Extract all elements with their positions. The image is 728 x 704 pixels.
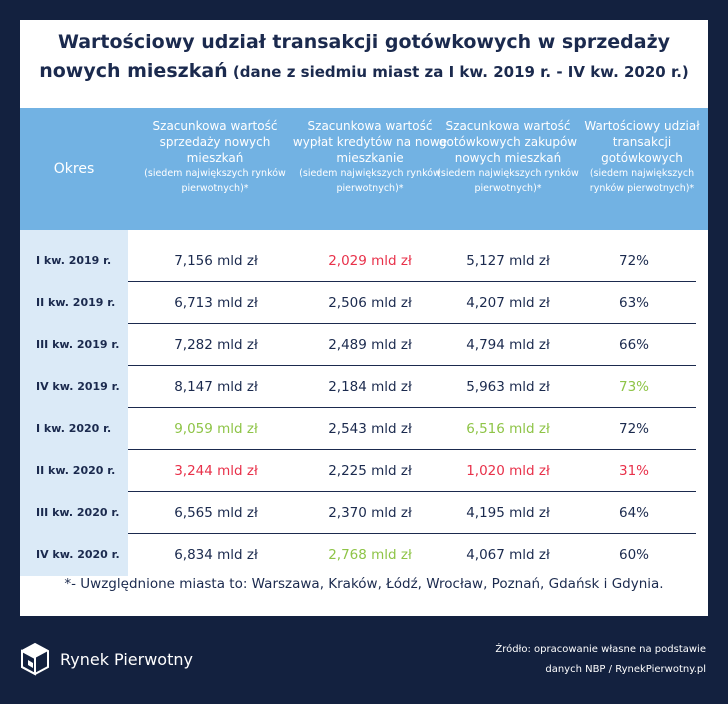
table-row: II kw. 2020 r. 3,244 mld zł 2,225 mld zł… bbox=[20, 450, 708, 492]
table-row: IV kw. 2020 r. 6,834 mld zł 2,768 mld zł… bbox=[20, 534, 708, 576]
share-cell: 31% bbox=[618, 463, 649, 479]
title-line-2-sub: (dane z siedmiu miast za I kw. 2019 r. -… bbox=[227, 63, 689, 81]
sales-cell: 8,147 mld zł bbox=[174, 379, 258, 395]
cash-cell: 5,127 mld zł bbox=[466, 253, 550, 269]
sales-cell: 3,244 mld zł bbox=[174, 463, 258, 479]
row-divider bbox=[128, 491, 696, 492]
row-divider bbox=[128, 407, 696, 408]
share-cell: 66% bbox=[618, 337, 649, 353]
share-cell: 72% bbox=[618, 253, 649, 269]
footnote: *- Uwzględnione miasta to: Warszawa, Kra… bbox=[64, 576, 664, 592]
header-sales-note: (siedem największych rynków pierwotnych)… bbox=[144, 168, 286, 194]
header-cash: Szacunkowa wartość gotówkowych zakupów n… bbox=[432, 118, 584, 196]
loans-cell: 2,184 mld zł bbox=[328, 379, 412, 395]
loans-cell: 2,543 mld zł bbox=[328, 421, 412, 437]
share-cell: 63% bbox=[618, 295, 649, 311]
title-line-2-main: nowych mieszkań bbox=[39, 60, 228, 82]
header-share-note: (siedem największych rynków pierwotnych)… bbox=[589, 168, 695, 194]
period-column-background bbox=[20, 230, 128, 576]
cash-cell: 4,067 mld zł bbox=[466, 547, 550, 563]
table-row: I kw. 2019 r. 7,156 mld zł 2,029 mld zł … bbox=[20, 240, 708, 282]
period-cell: IV kw. 2020 r. bbox=[36, 548, 120, 561]
loans-cell: 2,370 mld zł bbox=[328, 505, 412, 521]
header-okres: Okres bbox=[53, 161, 95, 177]
loans-cell: 2,029 mld zł bbox=[328, 253, 412, 269]
row-divider bbox=[128, 281, 696, 282]
cash-cell: 4,195 mld zł bbox=[466, 505, 550, 521]
title-line-1: Wartościowy udział transakcji gotówkowyc… bbox=[57, 31, 671, 53]
sales-cell: 9,059 mld zł bbox=[174, 421, 258, 437]
period-cell: II kw. 2020 r. bbox=[36, 464, 116, 477]
period-cell: I kw. 2020 r. bbox=[36, 422, 112, 435]
header-cash-note: (siedem największych rynków pierwotnych)… bbox=[437, 168, 579, 194]
title-line-2: nowych mieszkań (dane z siedmiu miast za… bbox=[20, 57, 708, 87]
row-divider bbox=[128, 449, 696, 450]
table-row: III kw. 2020 r. 6,565 mld zł 2,370 mld z… bbox=[20, 492, 708, 534]
source-line-2: danych NBP / RynekPierwotny.pl bbox=[545, 664, 706, 675]
period-cell: IV kw. 2019 r. bbox=[36, 380, 120, 393]
sales-cell: 7,156 mld zł bbox=[174, 253, 258, 269]
share-cell: 72% bbox=[618, 421, 649, 437]
header-loans-main: Szacunkowa wartość wypłat kredytów na no… bbox=[292, 119, 448, 165]
cash-cell: 4,794 mld zł bbox=[466, 337, 550, 353]
share-cell: 64% bbox=[618, 505, 649, 521]
sales-cell: 6,713 mld zł bbox=[174, 295, 258, 311]
cash-cell: 6,516 mld zł bbox=[466, 421, 550, 437]
share-cell: 73% bbox=[618, 379, 649, 395]
page-title: Wartościowy udział transakcji gotówkowyc… bbox=[20, 28, 708, 87]
source-line-1: Źródło: opracowanie własne na podstawie bbox=[495, 644, 706, 655]
row-divider bbox=[128, 365, 696, 366]
header-cash-main: Szacunkowa wartość gotówkowych zakupów n… bbox=[438, 119, 578, 165]
loans-cell: 2,506 mld zł bbox=[328, 295, 412, 311]
table-row: II kw. 2019 r. 6,713 mld zł 2,506 mld zł… bbox=[20, 282, 708, 324]
loans-cell: 2,225 mld zł bbox=[328, 463, 412, 479]
header-sales-main: Szacunkowa wartość sprzedaży nowych mies… bbox=[152, 119, 278, 165]
sales-cell: 7,282 mld zł bbox=[174, 337, 258, 353]
table-row: III kw. 2019 r. 7,282 mld zł 2,489 mld z… bbox=[20, 324, 708, 366]
row-divider bbox=[128, 323, 696, 324]
period-cell: III kw. 2020 r. bbox=[36, 506, 120, 519]
cash-cell: 4,207 mld zł bbox=[466, 295, 550, 311]
header-loans-note: (siedem największych rynków pierwotnych)… bbox=[299, 168, 441, 194]
header-share: Wartościowy udział transakcji gotówkowyc… bbox=[580, 118, 704, 196]
header-loans: Szacunkowa wartość wypłat kredytów na no… bbox=[288, 118, 452, 196]
table-row: I kw. 2020 r. 9,059 mld zł 2,543 mld zł … bbox=[20, 408, 708, 450]
loans-cell: 2,768 mld zł bbox=[328, 547, 412, 563]
header-sales: Szacunkowa wartość sprzedaży nowych mies… bbox=[140, 118, 290, 196]
table-card: Wartościowy udział transakcji gotówkowyc… bbox=[20, 20, 708, 616]
share-cell: 60% bbox=[618, 547, 649, 563]
table-row: IV kw. 2019 r. 8,147 mld zł 2,184 mld zł… bbox=[20, 366, 708, 408]
row-divider bbox=[128, 533, 696, 534]
table-header bbox=[20, 108, 708, 230]
cash-cell: 5,963 mld zł bbox=[466, 379, 550, 395]
period-cell: I kw. 2019 r. bbox=[36, 254, 112, 267]
period-cell: II kw. 2019 r. bbox=[36, 296, 116, 309]
header-share-main: Wartościowy udział transakcji gotówkowyc… bbox=[584, 119, 700, 165]
brand-logo: Rynek Pierwotny bbox=[20, 642, 193, 676]
brand-name: Rynek Pierwotny bbox=[60, 649, 193, 669]
cube-logo-icon bbox=[21, 642, 49, 676]
sales-cell: 6,834 mld zł bbox=[174, 547, 258, 563]
loans-cell: 2,489 mld zł bbox=[328, 337, 412, 353]
sales-cell: 6,565 mld zł bbox=[174, 505, 258, 521]
cash-cell: 1,020 mld zł bbox=[466, 463, 550, 479]
period-cell: III kw. 2019 r. bbox=[36, 338, 120, 351]
source-note: Źródło: opracowanie własne na podstawie … bbox=[495, 640, 706, 680]
